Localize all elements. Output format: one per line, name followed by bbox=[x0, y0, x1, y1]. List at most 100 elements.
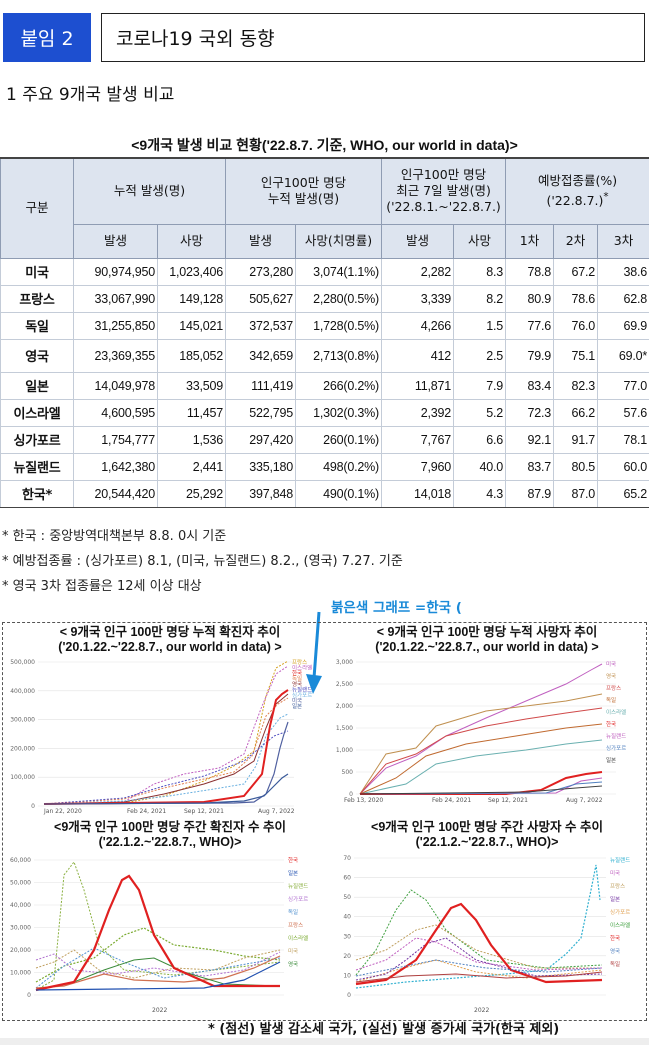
c4-ytick: 20 bbox=[343, 953, 351, 960]
cell-deaths: 149,128 bbox=[156, 284, 227, 313]
c3-ytick: 60,000 bbox=[10, 857, 31, 864]
cell-pm-deaths: 266(0.2%) bbox=[295, 371, 383, 400]
c3-ytick: 30,000 bbox=[10, 925, 31, 932]
c4-legend-entry: 일본 bbox=[610, 895, 620, 903]
cell-d3: 78.1 bbox=[597, 425, 649, 454]
c3-legend-entry: 싱가포르 bbox=[288, 895, 308, 903]
cell-r-cases: 7,960 bbox=[381, 452, 455, 481]
c2-ytick: 2,500 bbox=[336, 681, 353, 688]
footer-bar bbox=[0, 1038, 649, 1045]
c1-ytick: 200,000 bbox=[10, 745, 35, 752]
cell-d2: 91.7 bbox=[553, 425, 599, 454]
row-country: 영국 bbox=[0, 338, 74, 373]
c3-ytick: 40,000 bbox=[10, 902, 31, 909]
sub-header-cases: 발생 bbox=[73, 223, 158, 259]
cell-d1: 77.6 bbox=[505, 311, 555, 340]
c4-ytick: 10 bbox=[343, 972, 351, 979]
cell-d3: 62.8 bbox=[597, 284, 649, 313]
cell-r-deaths: 6.6 bbox=[453, 425, 507, 454]
row-country: 미국 bbox=[0, 257, 74, 286]
chart4-title: <9개국 인구 100만 명당 주간 사망자 수 추이 ('22.1.2.~'22… bbox=[371, 820, 603, 849]
chart3-title: <9개국 인구 100만 명당 주간 확진자 수 추이 ('22.1.2.~'22… bbox=[54, 820, 286, 849]
c1-legend-entry: 독일 bbox=[292, 675, 302, 683]
sub-header-dose1: 1차 bbox=[505, 223, 555, 259]
c2-ytick: 2,000 bbox=[336, 703, 353, 710]
c4-legend-entry: 싱가포르 bbox=[610, 908, 630, 916]
c1-legend-entry: 뉴질랜드 bbox=[292, 686, 312, 694]
c4-legend-entry: 독일 bbox=[610, 960, 620, 968]
chart2-xtick: Sep 12, 2021 bbox=[488, 797, 528, 804]
section-title: 1 주요 9개국 발생 비교 bbox=[6, 85, 175, 105]
cell-pm-deaths: 490(0.1%) bbox=[295, 479, 383, 508]
comparison-table: 구분 누적 발생(명) 인구100만 명당 누적 발생(명) 인구100만 명당 최… bbox=[0, 157, 649, 508]
chart2-xtick: Feb 24, 2021 bbox=[432, 797, 471, 804]
sub-header-recent-cases: 발생 bbox=[381, 223, 455, 259]
table-row: 독일 31,255,850 145,021 372,537 1,728(0.5%) 4,2… bbox=[0, 311, 649, 340]
cell-pm-deaths: 2,713(0.8%) bbox=[295, 338, 383, 373]
pointer-arrow-icon bbox=[306, 611, 322, 694]
cell-r-cases: 11,871 bbox=[381, 371, 455, 400]
c3-legend-entry: 영국 bbox=[288, 960, 298, 968]
c4-legend-entry: 프랑스 bbox=[610, 883, 625, 890]
cell-r-cases: 4,266 bbox=[381, 311, 455, 340]
note-uk: * 영국 3차 접종률은 12세 이상 대상 bbox=[2, 579, 202, 594]
col-header-per-million: 인구100만 명당 누적 발생(명) bbox=[225, 157, 383, 225]
c3-ytick: 20,000 bbox=[10, 947, 31, 954]
cell-r-deaths: 1.5 bbox=[453, 311, 507, 340]
cell-deaths: 33,509 bbox=[156, 371, 227, 400]
cell-pm-cases: 522,795 bbox=[225, 398, 297, 427]
c2-ytick: 0 bbox=[349, 791, 353, 798]
cell-r-cases: 412 bbox=[381, 338, 455, 373]
row-country: 이스라엘 bbox=[0, 398, 74, 427]
chart1-cumulative-cases: 500,000 400,000 300,000 200,000 100,000 0 Jan… bbox=[10, 659, 312, 815]
c2-legend-entry: 뉴질랜드 bbox=[606, 732, 626, 740]
c1-ytick: 300,000 bbox=[10, 717, 35, 724]
chart1-title: < 9개국 인구 100만 명당 누적 확진자 추이 ('20.1.22.~'22… bbox=[58, 625, 282, 654]
cell-r-deaths: 7.9 bbox=[453, 371, 507, 400]
cell-d3: 69.9 bbox=[597, 311, 649, 340]
note-korea: * 한국 : 중앙방역대책본부 8.8. 0시 기준 bbox=[2, 529, 227, 544]
c2-legend-entry: 이스라엘 bbox=[606, 708, 626, 716]
cell-r-cases: 7,767 bbox=[381, 425, 455, 454]
cell-deaths: 185,052 bbox=[156, 338, 227, 373]
c4-ytick: 30 bbox=[343, 933, 351, 940]
cell-d3: 65.2 bbox=[597, 479, 649, 508]
row-country: 한국* bbox=[0, 479, 74, 508]
cell-d3: 77.0 bbox=[597, 371, 649, 400]
table-row: 일본 14,049,978 33,509 111,419 266(0.2%) 11,871… bbox=[0, 371, 649, 400]
charts-frame bbox=[2, 622, 647, 1021]
c3-ytick: 50,000 bbox=[10, 880, 31, 887]
cell-d3: 69.0* bbox=[597, 338, 649, 373]
cell-r-deaths: 40.0 bbox=[453, 452, 507, 481]
cell-d3: 57.6 bbox=[597, 398, 649, 427]
c1-ytick: 100,000 bbox=[10, 774, 35, 781]
table-row: 싱가포르 1,754,777 1,536 297,420 260(0.1%) 7,767 6… bbox=[0, 425, 649, 454]
c3-ytick: 10,000 bbox=[10, 970, 31, 977]
c1-ytick: 0 bbox=[31, 803, 35, 810]
footer-note: * (점선) 발생 감소세 국가, (실선) 발생 증가세 국가(한국 제외) bbox=[208, 1022, 560, 1037]
cell-deaths: 145,021 bbox=[156, 311, 227, 340]
cell-cases: 1,642,380 bbox=[73, 452, 158, 481]
cell-cases: 4,600,595 bbox=[73, 398, 158, 427]
sub-header-pm-cases: 발생 bbox=[225, 223, 297, 259]
cell-r-cases: 14,018 bbox=[381, 479, 455, 508]
c1-legend-entry: 이스라엘 bbox=[292, 664, 312, 672]
cell-pm-cases: 335,180 bbox=[225, 452, 297, 481]
cell-deaths: 25,292 bbox=[156, 479, 227, 508]
chart3-xlabel: 2022 bbox=[152, 1007, 167, 1014]
document-title: 코로나19 국외 동향 bbox=[101, 13, 645, 62]
c2-legend-entry: 일본 bbox=[606, 756, 616, 764]
c4-legend-entry: 한국 bbox=[610, 935, 620, 942]
cell-pm-cases: 505,627 bbox=[225, 284, 297, 313]
cell-deaths: 1,023,406 bbox=[156, 257, 227, 286]
cell-cases: 23,369,355 bbox=[73, 338, 158, 373]
cell-d1: 87.9 bbox=[505, 479, 555, 508]
appendix-badge: 붙임 2 bbox=[3, 13, 91, 62]
cell-cases: 31,255,850 bbox=[73, 311, 158, 340]
sub-header-pm-deaths: 사망(치명률) bbox=[295, 223, 383, 259]
c2-legend-entry: 한국 bbox=[606, 721, 616, 728]
note-vaccination: * 예방접종률 : (싱가포르) 8.1, (미국, 뉴질랜드) 8.2., (… bbox=[2, 554, 403, 569]
cell-r-deaths: 8.2 bbox=[453, 284, 507, 313]
cell-pm-deaths: 3,074(1.1%) bbox=[295, 257, 383, 286]
cell-r-deaths: 2.5 bbox=[453, 338, 507, 373]
